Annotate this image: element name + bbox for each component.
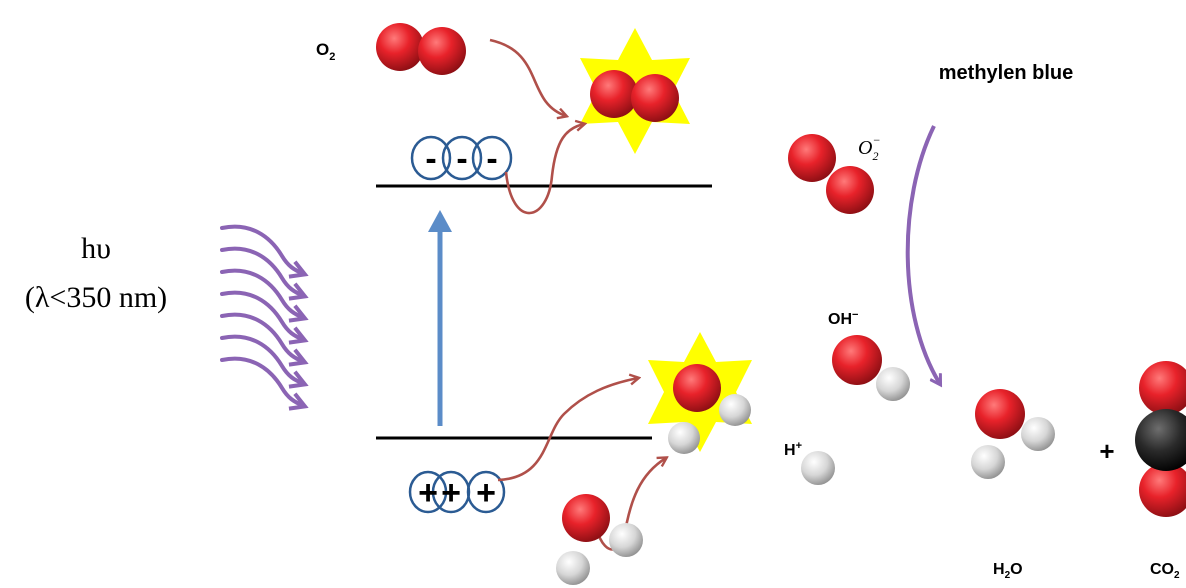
hole-sign: + <box>418 474 438 512</box>
water-label: H2O <box>993 561 1023 581</box>
oxygen-atom <box>631 74 679 122</box>
oxygen-atom <box>673 364 721 412</box>
light-source: hυ (λ<350 nm) <box>25 224 309 411</box>
carbon-dioxide-product <box>1135 361 1186 517</box>
oxygen-reduction-arrow <box>489 38 566 116</box>
electron-sign: - <box>456 140 467 178</box>
hole-sign: + <box>441 474 461 512</box>
light-wave-arrow <box>220 268 309 323</box>
light-wave-arrow <box>220 356 309 411</box>
light-wave-arrow <box>220 290 309 345</box>
oxygen-atom <box>788 134 836 182</box>
carbon-dioxide-label: CO2 <box>1150 561 1180 581</box>
oxygen-atom <box>418 27 466 75</box>
light-energy-label: hυ <box>81 232 111 265</box>
oxygen-atom <box>590 70 638 118</box>
electron-transfer-arrow <box>504 124 584 215</box>
water-molecule-reactant <box>556 494 643 585</box>
oxygen-atom <box>376 23 424 71</box>
holes: + + + <box>408 470 506 514</box>
hydrogen-atom <box>556 551 590 585</box>
hydrogen-atom <box>668 422 700 454</box>
light-wave-arrow <box>220 334 309 389</box>
carbon-atom <box>1135 409 1186 471</box>
electrons: - - - <box>410 135 513 181</box>
wavelength-label: (λ<350 nm) <box>25 281 167 314</box>
superoxide-molecule <box>788 134 874 214</box>
hydrogen-atom <box>719 394 751 426</box>
electron-sign: - <box>486 140 497 178</box>
oxygen-atom <box>832 335 882 385</box>
oxygen-atom <box>975 389 1025 439</box>
plus-sign: + <box>1099 436 1114 466</box>
water-product <box>971 389 1055 479</box>
electron-ring <box>410 135 452 181</box>
excited-hydroxyl <box>648 332 752 454</box>
proton-atom <box>801 451 835 485</box>
light-wave-arrow <box>220 312 309 367</box>
oxygen-atom <box>562 494 610 542</box>
oxygen-atom <box>1139 463 1186 517</box>
superoxide-label: O2− <box>858 133 881 163</box>
oxygen-molecule <box>376 23 466 75</box>
oxygen-atom <box>1139 361 1186 415</box>
hydroxide-label: OH− <box>828 309 858 328</box>
light-wave-arrow <box>220 246 309 301</box>
electron-ring <box>471 135 513 181</box>
hydroxide-ion <box>832 335 910 401</box>
hole-ring <box>466 470 506 514</box>
light-wave-arrow <box>220 224 309 279</box>
hole-sign: + <box>476 474 496 512</box>
hydrogen-atom <box>609 523 643 557</box>
light-wave-arrows <box>220 224 309 411</box>
electron-sign: - <box>425 140 436 178</box>
hole-ring <box>408 470 448 514</box>
hole-transfer-arrow <box>497 378 638 482</box>
excited-oxygen <box>580 28 690 154</box>
oxygen-atom <box>826 166 874 214</box>
degradation-arrow <box>905 125 940 384</box>
pollutant-label: methylen blue <box>939 62 1073 84</box>
hydrogen-atom <box>1021 417 1055 451</box>
electron-ring <box>441 135 483 181</box>
hydrogen-atom <box>971 445 1005 479</box>
proton-label: H+ <box>784 440 802 459</box>
hydrogen-atom <box>876 367 910 401</box>
oxygen-label: O2 <box>316 40 335 63</box>
